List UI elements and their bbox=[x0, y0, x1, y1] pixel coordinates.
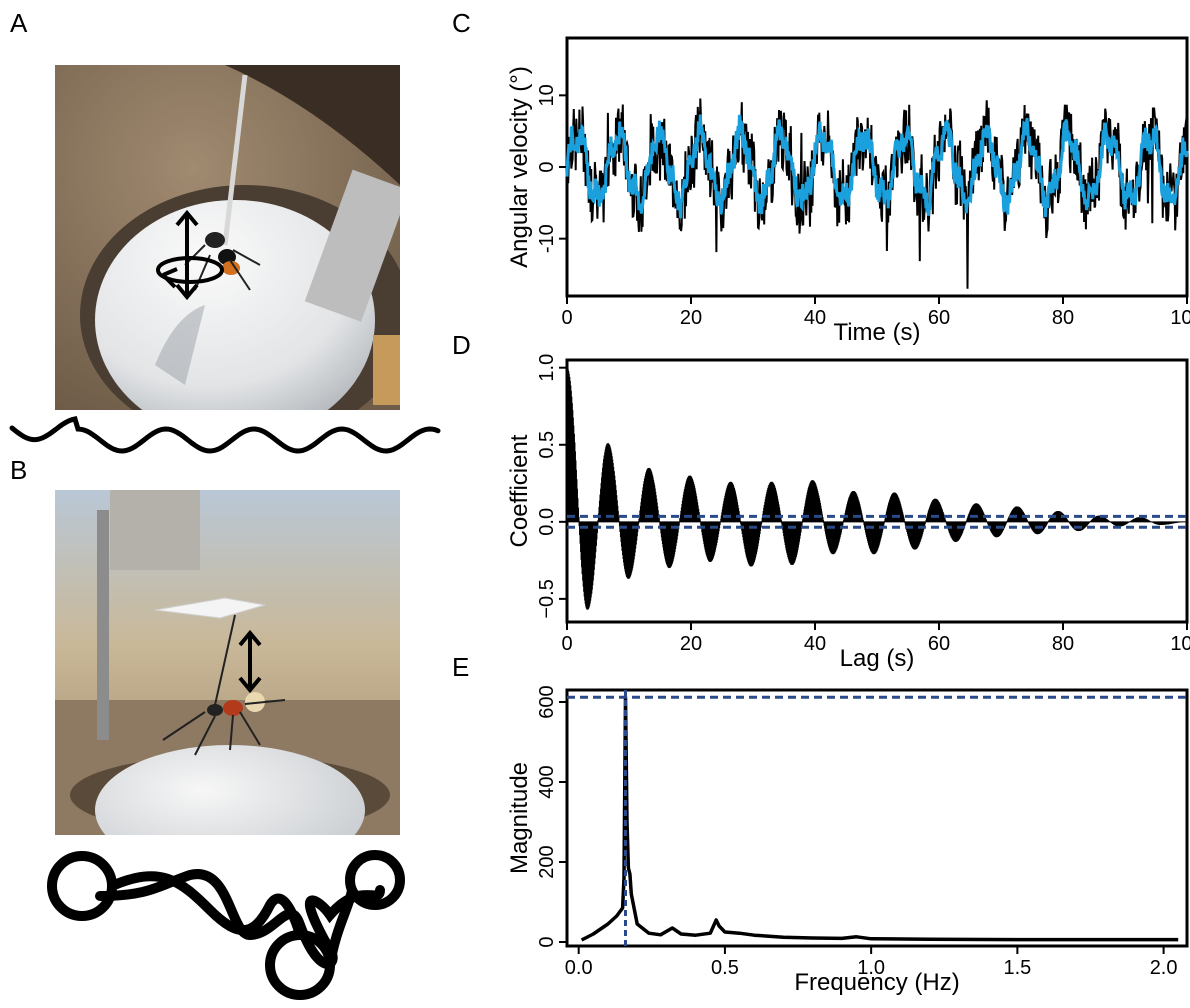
d-x-tick-label: 0 bbox=[561, 633, 572, 655]
d-x-tick-label: 100 bbox=[1170, 633, 1190, 655]
loop-circle-left bbox=[47, 851, 117, 921]
holder-plate bbox=[304, 169, 400, 322]
d-y-axis-label: Coefficient bbox=[506, 434, 533, 547]
foam-sphere bbox=[95, 745, 365, 835]
vertical-arrow bbox=[238, 629, 262, 694]
e-x-tick-label: 1.0 bbox=[857, 957, 885, 979]
holder-post bbox=[97, 510, 109, 740]
c-x-tick-label: 40 bbox=[804, 307, 826, 329]
panel-label-d: D bbox=[452, 330, 471, 360]
e-y-axis-label: Magnitude bbox=[506, 762, 533, 874]
e-y-tick-label: 400 bbox=[536, 765, 558, 798]
d-plot-frame bbox=[565, 358, 1189, 624]
loop-circle-right bbox=[345, 850, 405, 910]
c-y-axis-label: Angular velocity (°) bbox=[506, 66, 533, 268]
e-x-tick-label: 0.0 bbox=[565, 957, 593, 979]
c-filtered-trace bbox=[565, 114, 1189, 219]
ant bbox=[184, 232, 261, 291]
c-y-tick-label: 10 bbox=[536, 84, 558, 106]
d-x-tick-label: 20 bbox=[680, 633, 702, 655]
d-x-axis-label: Lag (s) bbox=[840, 645, 915, 672]
c-x-axis-label: Time (s) bbox=[833, 319, 920, 346]
tether-wire bbox=[214, 614, 236, 706]
vertical-arrow bbox=[175, 209, 199, 301]
c-y-tick-label: -10 bbox=[536, 224, 558, 253]
rotation-arrow bbox=[156, 256, 224, 289]
d-x-tick-label: 80 bbox=[1052, 633, 1074, 655]
d-x-tick-label: 40 bbox=[804, 633, 826, 655]
sphere-shadow bbox=[155, 305, 205, 385]
photo-b-illustration bbox=[55, 490, 400, 835]
e-y-tick-label: 200 bbox=[536, 845, 558, 878]
photo-a bbox=[55, 65, 400, 410]
panel-label-c: C bbox=[452, 8, 471, 38]
e-y-tick-label: 0 bbox=[536, 936, 558, 947]
ant bbox=[162, 692, 286, 756]
tether-rod bbox=[222, 74, 248, 246]
photo-a-illustration bbox=[55, 65, 400, 410]
e-x-tick-label: 0.5 bbox=[711, 957, 739, 979]
wavy-path-icon bbox=[9, 416, 441, 454]
e-spectrum-line bbox=[580, 695, 1179, 942]
c-y-tick-label: 0 bbox=[536, 161, 558, 172]
d-y-tick-label: 0.0 bbox=[536, 508, 558, 536]
autocorrelation-chart: 0 20 40 60 80 100 −0.5 0.0 0.5 1.0 Lag (s) Coeffici… bbox=[506, 354, 1190, 672]
d-y-tick-label: −0.5 bbox=[536, 579, 558, 618]
d-y-tick-label: 1.0 bbox=[536, 354, 558, 382]
panel-label-b: B bbox=[10, 455, 28, 485]
c-x-tick-label: 100 bbox=[1170, 307, 1190, 329]
frequency-spectrum-chart: 0.0 0.5 1.0 1.5 2.0 0 200 400 600 Frequency (Hz) M… bbox=[506, 685, 1189, 996]
dark-background bbox=[225, 65, 400, 185]
c-x-tick-label: 20 bbox=[680, 307, 702, 329]
photo-b bbox=[55, 490, 400, 835]
c-x-tick-label: 60 bbox=[928, 307, 950, 329]
e-y-tick-label: 600 bbox=[536, 685, 558, 718]
e-x-tick-label: 2.0 bbox=[1150, 957, 1178, 979]
e-x-tick-label: 1.5 bbox=[1003, 957, 1031, 979]
e-plot-frame bbox=[565, 688, 1189, 948]
panel-label-a: A bbox=[10, 8, 28, 38]
d-y-tick-label: 0.5 bbox=[536, 431, 558, 459]
e-x-axis-label: Frequency (Hz) bbox=[794, 969, 959, 996]
wooden-stake bbox=[373, 335, 400, 405]
sun-shade bbox=[154, 597, 266, 619]
holder-plate bbox=[110, 490, 200, 570]
c-x-tick-label: 80 bbox=[1052, 307, 1074, 329]
c-x-tick-label: 0 bbox=[561, 307, 572, 329]
angular-velocity-chart: 0 20 40 60 80 100 -10 0 10 Time (s) Angular veloci… bbox=[506, 36, 1190, 346]
loop-connector bbox=[107, 871, 357, 970]
d-x-tick-label: 60 bbox=[928, 633, 950, 655]
panel-label-e: E bbox=[452, 652, 470, 682]
